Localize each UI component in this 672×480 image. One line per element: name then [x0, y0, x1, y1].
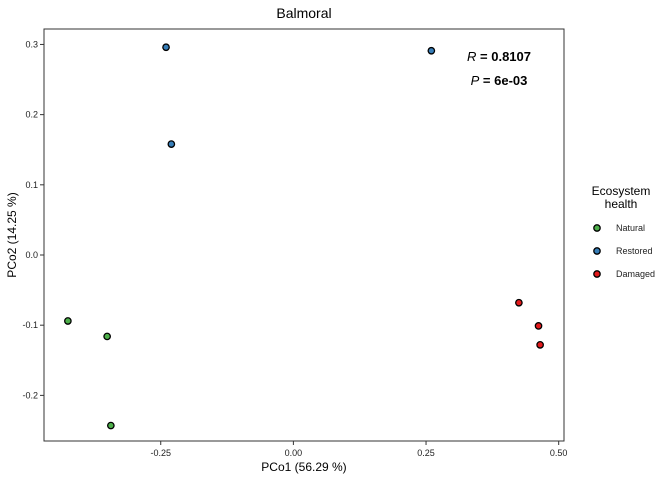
legend-key-damaged	[593, 270, 601, 278]
point-natural	[107, 421, 115, 430]
r-symbol: R	[467, 49, 476, 64]
r-statistic: R = 0.8107	[467, 49, 531, 64]
chart-title: Balmoral	[276, 5, 331, 21]
y-tick-label: 0.0	[25, 250, 38, 260]
y-tick-label: -0.1	[22, 320, 38, 330]
x-tick-label: 0.25	[417, 448, 435, 458]
plot-panel	[43, 28, 565, 442]
y-tick-label: 0.2	[25, 110, 38, 120]
p-statistic: P = 6e-03	[471, 73, 528, 88]
point-damaged	[536, 340, 544, 349]
y-tick-label: 0.3	[25, 39, 38, 49]
point-restored	[427, 46, 436, 55]
point-damaged	[515, 298, 523, 307]
p-value: = 6e-03	[479, 73, 527, 88]
x-tick-label: 0.00	[285, 448, 303, 458]
point-restored	[162, 43, 170, 52]
legend-label-restored: Restored	[616, 246, 653, 256]
x-axis-title: PCo1 (56.29 %)	[261, 460, 346, 474]
point-damaged	[534, 322, 543, 330]
p-symbol: P	[471, 73, 480, 88]
r-value: = 0.8107	[476, 49, 531, 64]
x-tick-label: 0.50	[550, 448, 568, 458]
legend-key-restored	[593, 247, 601, 255]
y-axis: -0.2 -0.1 0.0 0.1 0.2 0.3	[22, 39, 44, 400]
legend-label-damaged: Damaged	[616, 269, 655, 279]
legend-title-line-1: Ecosystem	[592, 184, 651, 198]
legend-title-line-2: health	[605, 197, 638, 211]
x-tick-label: -0.25	[150, 448, 171, 458]
y-tick-label: -0.2	[22, 390, 38, 400]
point-natural	[103, 332, 111, 341]
x-axis: -0.25 0.00 0.25 0.50	[150, 441, 567, 458]
legend: Ecosystem health Natural Restored Damaged	[592, 184, 655, 279]
y-tick-label: 0.1	[25, 180, 38, 190]
point-natural	[64, 317, 72, 325]
data-points	[64, 43, 544, 430]
y-axis-title: PCo2 (14.25 %)	[5, 192, 19, 277]
point-restored	[167, 140, 176, 148]
legend-key-natural	[593, 224, 601, 232]
legend-label-natural: Natural	[616, 223, 645, 233]
